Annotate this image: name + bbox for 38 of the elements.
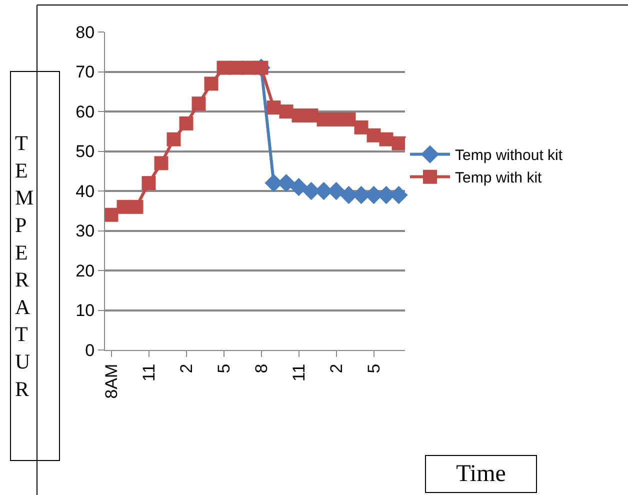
point [279, 104, 294, 118]
point [379, 132, 394, 146]
point [342, 112, 356, 126]
x-tick-label: 2 [176, 364, 196, 374]
point [266, 100, 281, 115]
y-tick-label: 80 [76, 22, 95, 42]
x-tick-label: 5 [364, 364, 384, 374]
point [304, 108, 318, 122]
x-axis-title: Time [456, 461, 506, 487]
y-tick-label: 0 [85, 340, 95, 360]
y-tick-label: 70 [76, 62, 95, 82]
x-tick-label: 11 [139, 364, 158, 382]
y-tick-label: 30 [76, 222, 95, 241]
point [290, 178, 308, 196]
point [354, 120, 368, 134]
point [366, 128, 381, 142]
y-tick-label: 50 [76, 142, 95, 162]
point [204, 76, 218, 91]
x-tick-label: 8 [252, 364, 271, 374]
x-tick-label: 5 [214, 364, 234, 374]
legend-label: Temp with kit [455, 170, 543, 187]
point [129, 200, 144, 214]
point [166, 132, 181, 146]
point [154, 156, 168, 170]
y-tick-label: 60 [76, 102, 95, 122]
x-tick-label: 11 [289, 364, 308, 382]
x-tick-label: 2 [326, 364, 346, 374]
text: TEMPERATUR [15, 131, 34, 401]
point [104, 208, 118, 222]
legend-label: Temp without kit [455, 147, 564, 164]
y-tick-label: 10 [76, 301, 95, 320]
point [192, 96, 206, 111]
x-tick-label: 8AM [102, 364, 121, 399]
point [392, 136, 406, 150]
y-tick-label: 40 [76, 182, 95, 201]
y-tick-label: 20 [76, 261, 95, 280]
point [142, 176, 156, 190]
point [179, 116, 194, 130]
